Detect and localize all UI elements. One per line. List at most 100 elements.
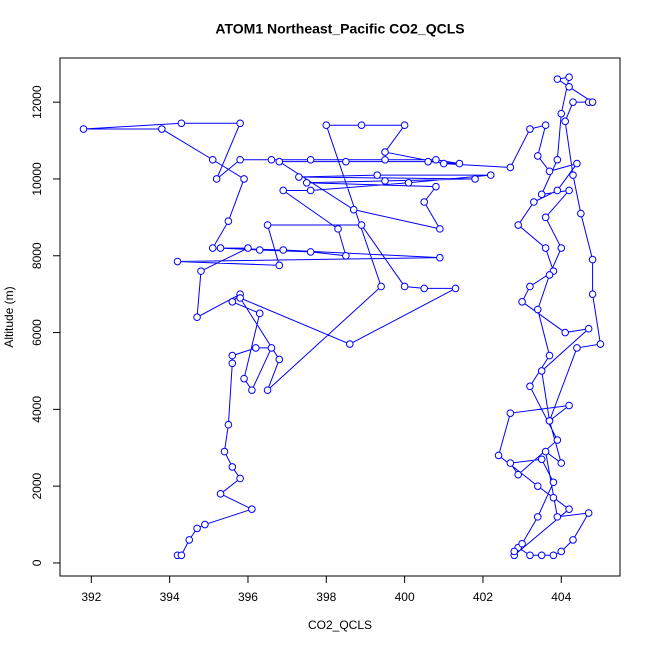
data-point bbox=[224, 420, 233, 429]
data-point bbox=[588, 290, 597, 298]
data-point bbox=[533, 482, 542, 490]
data-point bbox=[322, 121, 331, 129]
data-point bbox=[549, 493, 558, 502]
data-point bbox=[263, 221, 272, 229]
data-point bbox=[236, 119, 244, 128]
data-point bbox=[526, 382, 534, 391]
data-point bbox=[224, 217, 233, 225]
data-point bbox=[228, 463, 237, 471]
data-point bbox=[545, 167, 554, 176]
data-point bbox=[553, 436, 562, 444]
data-point bbox=[557, 244, 566, 252]
data-point bbox=[252, 344, 260, 352]
data-point bbox=[267, 344, 276, 352]
data-point bbox=[306, 155, 315, 164]
x-tick-label: 398 bbox=[316, 590, 336, 604]
data-point bbox=[216, 244, 225, 252]
data-point bbox=[228, 359, 237, 368]
data-point bbox=[404, 178, 413, 187]
x-tick-label: 394 bbox=[160, 590, 180, 604]
data-point bbox=[212, 175, 221, 183]
data-point bbox=[377, 282, 385, 291]
data-point bbox=[506, 163, 515, 172]
data-point bbox=[439, 159, 448, 168]
data-point bbox=[573, 344, 581, 352]
data-point bbox=[79, 125, 88, 133]
data-point bbox=[255, 246, 264, 254]
data-point bbox=[236, 155, 244, 164]
data-point bbox=[553, 75, 562, 83]
data-point bbox=[432, 182, 440, 191]
data-point bbox=[267, 155, 276, 164]
data-point bbox=[506, 459, 515, 467]
data-point bbox=[228, 351, 237, 360]
data-point bbox=[565, 82, 573, 91]
data-point bbox=[557, 547, 566, 556]
data-point bbox=[334, 225, 342, 233]
data-point bbox=[588, 255, 597, 264]
data-point bbox=[537, 551, 546, 560]
data-point bbox=[596, 340, 605, 348]
x-tick-label: 396 bbox=[238, 590, 258, 604]
x-tick-label: 404 bbox=[551, 590, 571, 604]
data-point bbox=[569, 171, 577, 179]
x-tick-label: 392 bbox=[81, 590, 101, 604]
data-point bbox=[553, 186, 562, 195]
data-point bbox=[158, 125, 166, 133]
data-point bbox=[357, 221, 366, 229]
plot-box bbox=[59, 57, 621, 577]
data-point bbox=[275, 261, 284, 270]
data-point bbox=[533, 513, 542, 521]
data-point bbox=[201, 520, 209, 529]
data-point bbox=[279, 246, 288, 254]
data-point bbox=[545, 351, 554, 360]
data-point bbox=[216, 490, 225, 498]
data-point bbox=[541, 447, 550, 456]
data-point bbox=[381, 177, 389, 185]
chart-title: ATOM1 Northeast_Pacific CO2_QCLS bbox=[215, 21, 464, 37]
data-point bbox=[588, 98, 597, 106]
data-point bbox=[306, 186, 315, 195]
data-point bbox=[400, 282, 409, 291]
y-axis-label: Altitude (m) bbox=[2, 286, 16, 347]
data-point bbox=[177, 551, 186, 560]
data-point bbox=[518, 298, 526, 306]
data-point bbox=[545, 417, 554, 425]
data-point bbox=[545, 271, 554, 279]
data-point bbox=[553, 513, 562, 521]
data-point bbox=[173, 257, 182, 266]
data-point bbox=[240, 374, 248, 383]
data-point bbox=[208, 155, 217, 164]
data-point bbox=[185, 536, 194, 544]
data-point bbox=[561, 117, 569, 126]
data-point bbox=[177, 119, 186, 128]
data-point bbox=[432, 155, 440, 164]
y-tick-label: 4000 bbox=[30, 396, 44, 423]
data-point bbox=[537, 367, 546, 375]
x-axis-label: CO2_QCLS bbox=[308, 618, 372, 632]
data-point bbox=[295, 173, 303, 181]
data-point bbox=[494, 451, 503, 460]
y-tick-label: 6000 bbox=[30, 319, 44, 346]
data-point bbox=[514, 470, 522, 479]
data-point bbox=[549, 478, 558, 487]
data-point bbox=[248, 386, 256, 394]
data-point bbox=[526, 551, 534, 560]
data-point bbox=[342, 251, 350, 260]
data-point bbox=[455, 159, 464, 168]
data-point bbox=[420, 198, 428, 206]
y-tick-label: 0 bbox=[30, 559, 44, 566]
data-point bbox=[573, 159, 581, 168]
data-point bbox=[584, 324, 593, 333]
data-point bbox=[240, 175, 248, 183]
data-point bbox=[569, 98, 577, 106]
data-point bbox=[345, 340, 354, 348]
data-point bbox=[381, 148, 389, 156]
data-point bbox=[557, 109, 566, 118]
data-point bbox=[275, 157, 284, 166]
data-point bbox=[541, 244, 550, 252]
data-point bbox=[436, 225, 444, 233]
data-point bbox=[349, 205, 358, 214]
data-point bbox=[451, 284, 460, 293]
